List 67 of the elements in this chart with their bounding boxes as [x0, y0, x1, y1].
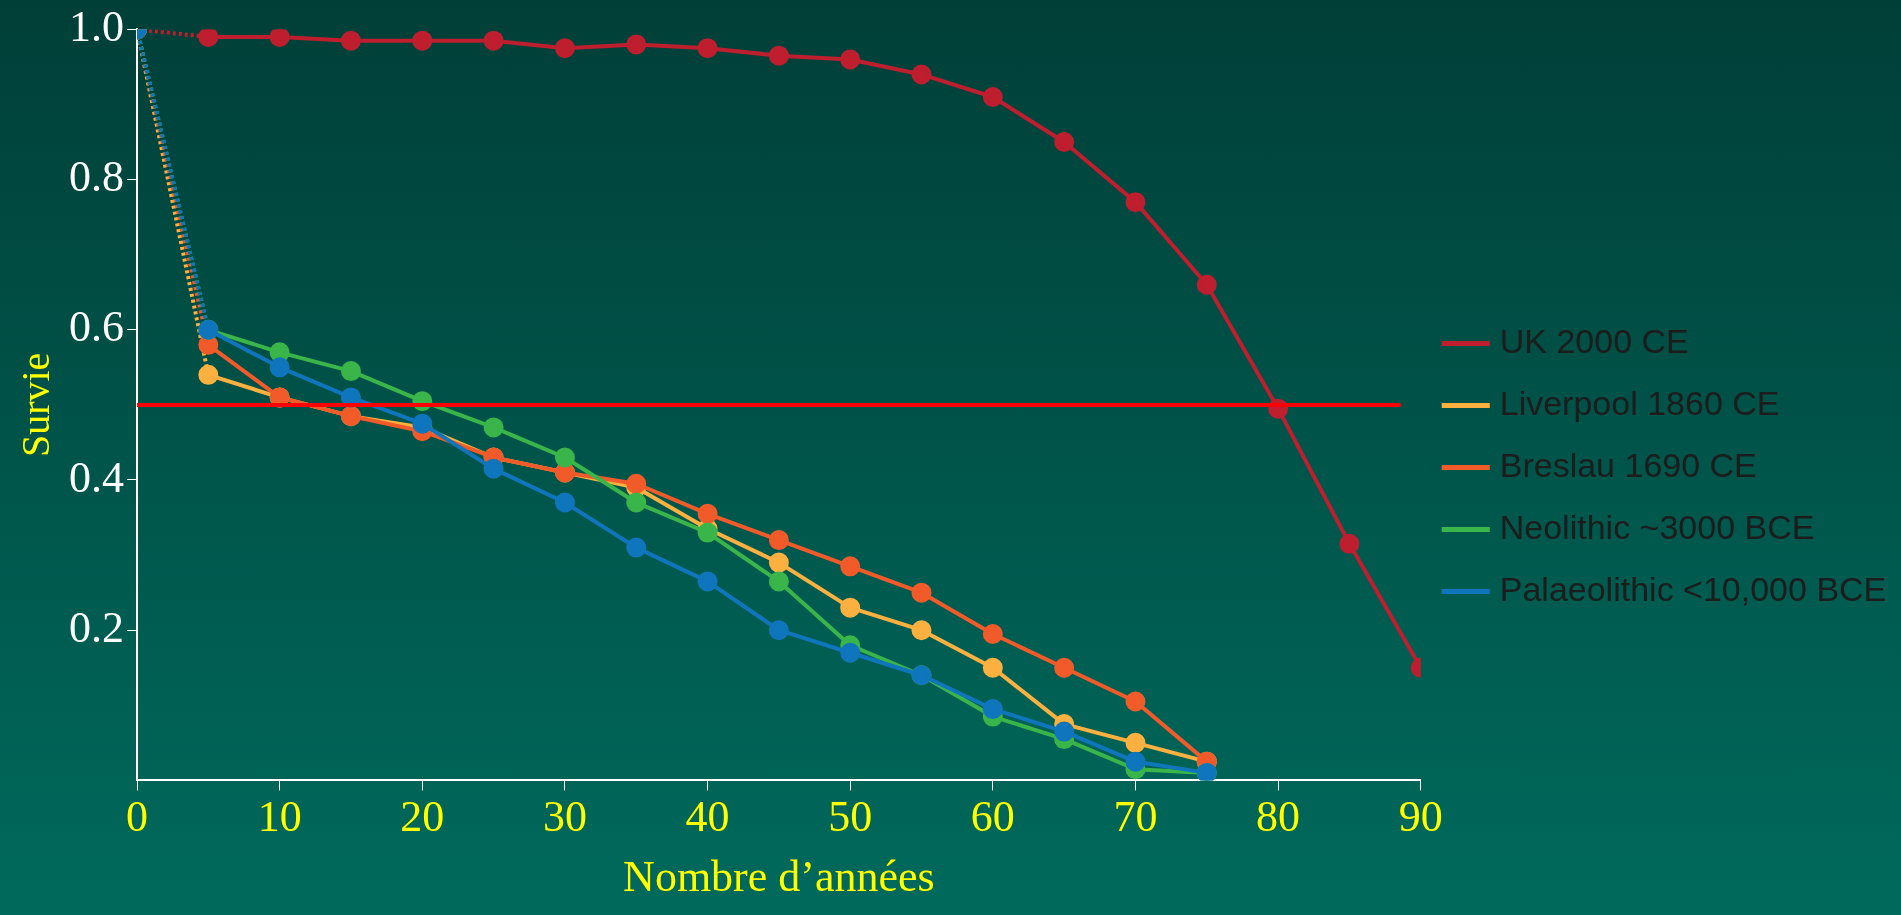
y-axis-title: Survie — [12, 352, 58, 458]
y-tick-label: 0.4 — [69, 452, 124, 502]
point — [768, 530, 789, 551]
point — [697, 38, 718, 59]
point — [1125, 192, 1146, 213]
point — [768, 571, 789, 592]
point — [198, 29, 219, 47]
point — [911, 64, 932, 85]
point — [412, 413, 433, 434]
x-tick-label: 0 — [126, 792, 148, 842]
point — [269, 29, 290, 47]
point — [483, 30, 504, 51]
x-tick-label: 40 — [685, 792, 730, 842]
x-tick-label: 20 — [400, 792, 445, 842]
point — [840, 642, 861, 663]
point — [982, 86, 1003, 107]
point — [626, 537, 647, 558]
point — [626, 473, 647, 494]
point — [1196, 274, 1217, 295]
x-tick-label: 30 — [542, 792, 587, 842]
y-tick-label: 1.0 — [69, 1, 124, 51]
legend-label: Breslau 1690 CE — [1499, 445, 1757, 484]
point — [554, 447, 575, 468]
point — [768, 620, 789, 641]
point — [982, 623, 1003, 644]
point — [483, 458, 504, 479]
y-tick-label: 0.8 — [69, 152, 124, 202]
point — [198, 364, 219, 385]
point — [1125, 732, 1146, 753]
point — [697, 571, 718, 592]
point — [626, 34, 647, 55]
point — [1054, 721, 1075, 742]
point — [1054, 132, 1075, 153]
x-tick-label: 80 — [1256, 792, 1301, 842]
point — [840, 49, 861, 70]
point — [1339, 533, 1360, 554]
point — [697, 503, 718, 524]
point — [412, 30, 433, 51]
point — [554, 38, 575, 59]
x-axis-title: Nombre d’années — [623, 852, 935, 902]
point — [911, 582, 932, 603]
point — [269, 357, 290, 378]
point — [982, 657, 1003, 678]
point — [340, 30, 361, 51]
point — [840, 556, 861, 577]
point — [1054, 657, 1075, 678]
point — [911, 620, 932, 641]
point — [768, 45, 789, 66]
x-tick-label: 90 — [1398, 792, 1443, 842]
legend-label: Palaeolithic <10,000 BCE — [1499, 569, 1887, 608]
point — [840, 597, 861, 618]
point — [1125, 751, 1146, 772]
point — [1125, 691, 1146, 712]
point — [483, 417, 504, 438]
point — [768, 552, 789, 573]
x-tick-label: 60 — [970, 792, 1015, 842]
x-tick-label: 50 — [828, 792, 873, 842]
y-tick-label: 0.6 — [69, 302, 124, 352]
x-tick-label: 70 — [1113, 792, 1158, 842]
y-tick-label: 0.2 — [69, 602, 124, 652]
legend-label: Neolithic ~3000 BCE — [1499, 507, 1815, 546]
point — [982, 699, 1003, 720]
point — [626, 492, 647, 513]
point — [697, 522, 718, 543]
x-tick-label: 10 — [257, 792, 302, 842]
point — [340, 361, 361, 382]
point — [554, 492, 575, 513]
